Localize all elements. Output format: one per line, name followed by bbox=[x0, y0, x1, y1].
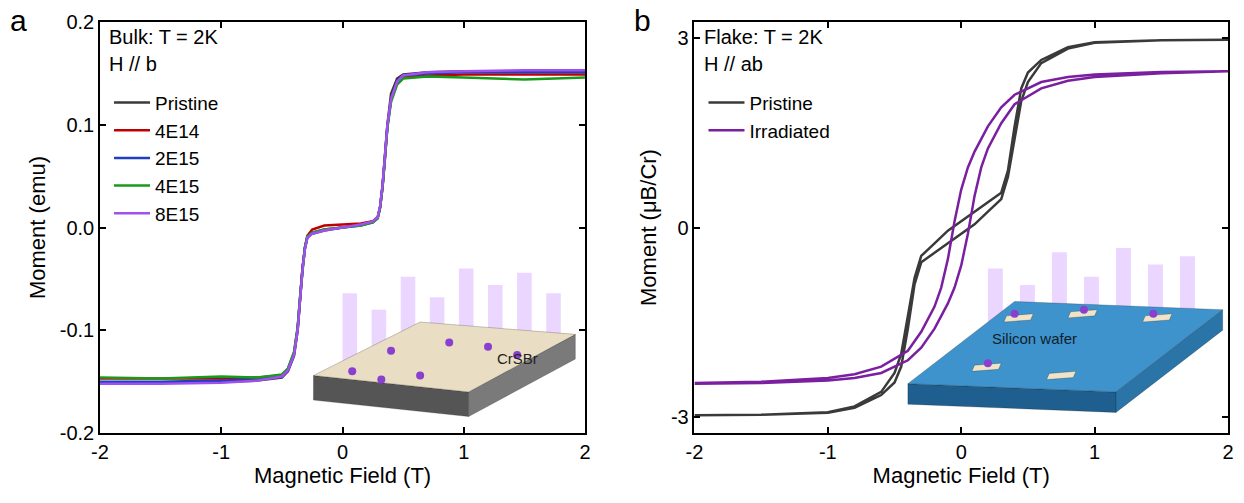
svg-text:3: 3 bbox=[678, 27, 689, 49]
svg-text:-2: -2 bbox=[91, 441, 109, 463]
svg-text:Silicon wafer: Silicon wafer bbox=[992, 330, 1077, 347]
svg-text:H // b: H // b bbox=[109, 53, 157, 75]
svg-text:0: 0 bbox=[337, 441, 348, 463]
svg-text:1: 1 bbox=[458, 441, 469, 463]
svg-text:2: 2 bbox=[1222, 441, 1233, 463]
svg-text:Moment (emu): Moment (emu) bbox=[25, 156, 50, 299]
svg-text:2: 2 bbox=[579, 441, 590, 463]
svg-text:4E14: 4E14 bbox=[155, 121, 200, 142]
svg-text:4E15: 4E15 bbox=[155, 176, 199, 197]
svg-text:CrSBr: CrSBr bbox=[497, 350, 538, 367]
svg-text:-1: -1 bbox=[212, 441, 230, 463]
svg-text:Irradiated: Irradiated bbox=[749, 121, 829, 142]
svg-text:-0.2: -0.2 bbox=[60, 422, 94, 444]
svg-text:0.1: 0.1 bbox=[66, 114, 94, 136]
svg-text:-2: -2 bbox=[686, 441, 704, 463]
svg-text:Pristine: Pristine bbox=[155, 93, 218, 114]
svg-text:Flake: T = 2K: Flake: T = 2K bbox=[704, 26, 823, 48]
svg-text:b: b bbox=[634, 4, 651, 37]
svg-text:a: a bbox=[10, 4, 27, 37]
svg-text:-1: -1 bbox=[819, 441, 837, 463]
svg-text:Magnetic Field (T): Magnetic Field (T) bbox=[873, 463, 1050, 488]
svg-text:2E15: 2E15 bbox=[155, 148, 199, 169]
svg-text:0.2: 0.2 bbox=[66, 11, 94, 33]
svg-text:0.0: 0.0 bbox=[66, 217, 94, 239]
svg-text:0: 0 bbox=[678, 217, 689, 239]
svg-text:1: 1 bbox=[1089, 441, 1100, 463]
svg-text:-3: -3 bbox=[671, 406, 689, 428]
svg-text:Pristine: Pristine bbox=[749, 93, 812, 114]
svg-text:8E15: 8E15 bbox=[155, 204, 199, 225]
svg-text:Magnetic Field (T): Magnetic Field (T) bbox=[254, 463, 431, 488]
svg-text:0: 0 bbox=[956, 441, 967, 463]
svg-text:Moment (μB/Cr): Moment (μB/Cr) bbox=[636, 149, 661, 306]
svg-text:H // ab: H // ab bbox=[704, 53, 763, 75]
svg-text:-0.1: -0.1 bbox=[60, 319, 94, 341]
svg-text:Bulk: T = 2K: Bulk: T = 2K bbox=[109, 26, 218, 48]
